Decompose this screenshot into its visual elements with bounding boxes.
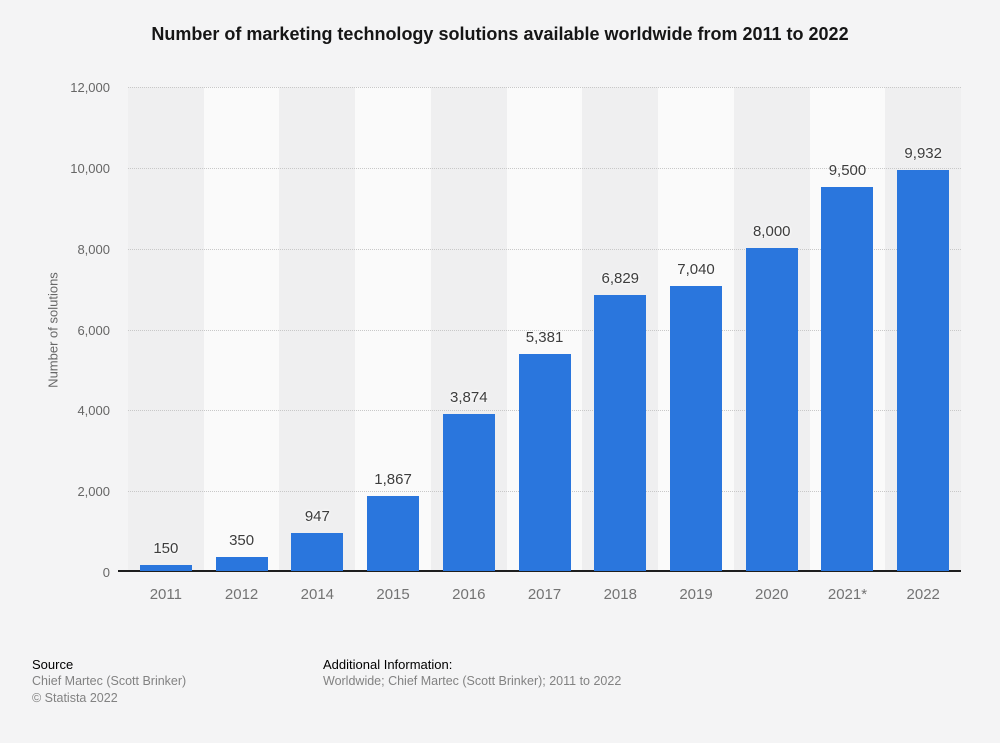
x-tick-label-2020: 2020 — [755, 586, 789, 603]
statista-copyright: © Statista 2022 — [32, 691, 118, 705]
value-label-2017: 5,381 — [525, 328, 564, 346]
value-label-2014: 947 — [304, 507, 330, 525]
bar-2014[interactable] — [291, 532, 344, 571]
x-tick-label-2019: 2019 — [679, 586, 713, 603]
x-tick-label-2021: 2021* — [827, 586, 868, 603]
gridline-10000 — [128, 167, 961, 169]
x-tick-label-2018: 2018 — [603, 586, 637, 603]
x-tick-label-2011: 2011 — [149, 586, 182, 603]
x-tick-label-2012: 2012 — [224, 586, 259, 603]
y-tick-label-12000: 12,000 — [70, 80, 110, 95]
bar-2012[interactable] — [215, 556, 268, 571]
value-label-2019: 7,040 — [677, 261, 715, 279]
y-axis-tick-labels: 0 2,000 4,000 6,000 8,000 10,000 12,000 — [30, 80, 110, 580]
additional-information-text: Worldwide; Chief Martec (Scott Brinker);… — [323, 674, 622, 688]
bar-2022[interactable] — [897, 169, 950, 571]
x-tick-label-2016: 2016 — [452, 586, 486, 603]
additional-information-heading: Additional Information: — [323, 657, 453, 672]
y-tick-label-4000: 4,000 — [77, 403, 110, 419]
value-label-2015: 1,867 — [374, 470, 412, 488]
gridline-6000 — [128, 329, 961, 331]
additional-information-block: Additional Information: Worldwide; Chief… — [323, 656, 621, 690]
y-tick-label-10000: 10,000 — [70, 160, 110, 176]
bar-2015[interactable] — [367, 495, 420, 571]
x-tick-label-2017: 2017 — [527, 586, 562, 603]
x-tick-label-2014: 2014 — [300, 586, 335, 603]
bar-2021[interactable] — [821, 187, 874, 571]
bar-2019[interactable] — [670, 286, 722, 571]
bar-2011[interactable] — [139, 564, 192, 571]
x-tick-label-2015: 2015 — [376, 586, 410, 603]
bar-2018[interactable] — [594, 295, 647, 571]
y-tick-label-8000: 8,000 — [77, 241, 110, 257]
y-tick-label-0: 0 — [102, 565, 110, 580]
gridline-8000 — [128, 248, 961, 250]
value-label-2016: 3,874 — [450, 389, 488, 407]
plot-area: 150 2011 350 2012 947 2014 1,867 2015 3,874 2016 5… — [128, 87, 962, 603]
bar-2020[interactable] — [745, 247, 798, 571]
value-label-2020: 8,000 — [752, 222, 791, 240]
value-label-2021: 9,500 — [828, 162, 867, 180]
x-tick-label-2022: 2022 — [906, 586, 940, 603]
x-axis-baseline — [118, 570, 961, 572]
source-heading: Source — [32, 657, 74, 672]
value-label-2018: 6,829 — [601, 270, 640, 287]
value-label-2022: 9,932 — [904, 144, 942, 162]
y-tick-label-6000: 6,000 — [77, 322, 110, 338]
bar-2017[interactable] — [518, 353, 571, 571]
value-label-2012: 350 — [229, 531, 255, 549]
y-tick-label-2000: 2,000 — [77, 484, 110, 500]
source-block: Source Chief Martec (Scott Brinker) © St… — [32, 656, 186, 707]
gridline-12000 — [128, 87, 961, 88]
chart-title: Number of marketing technology solutions… — [151, 24, 849, 44]
source-name: Chief Martec (Scott Brinker) — [32, 674, 187, 688]
bar-2016[interactable] — [442, 414, 495, 571]
value-label-2011: 150 — [153, 539, 179, 557]
